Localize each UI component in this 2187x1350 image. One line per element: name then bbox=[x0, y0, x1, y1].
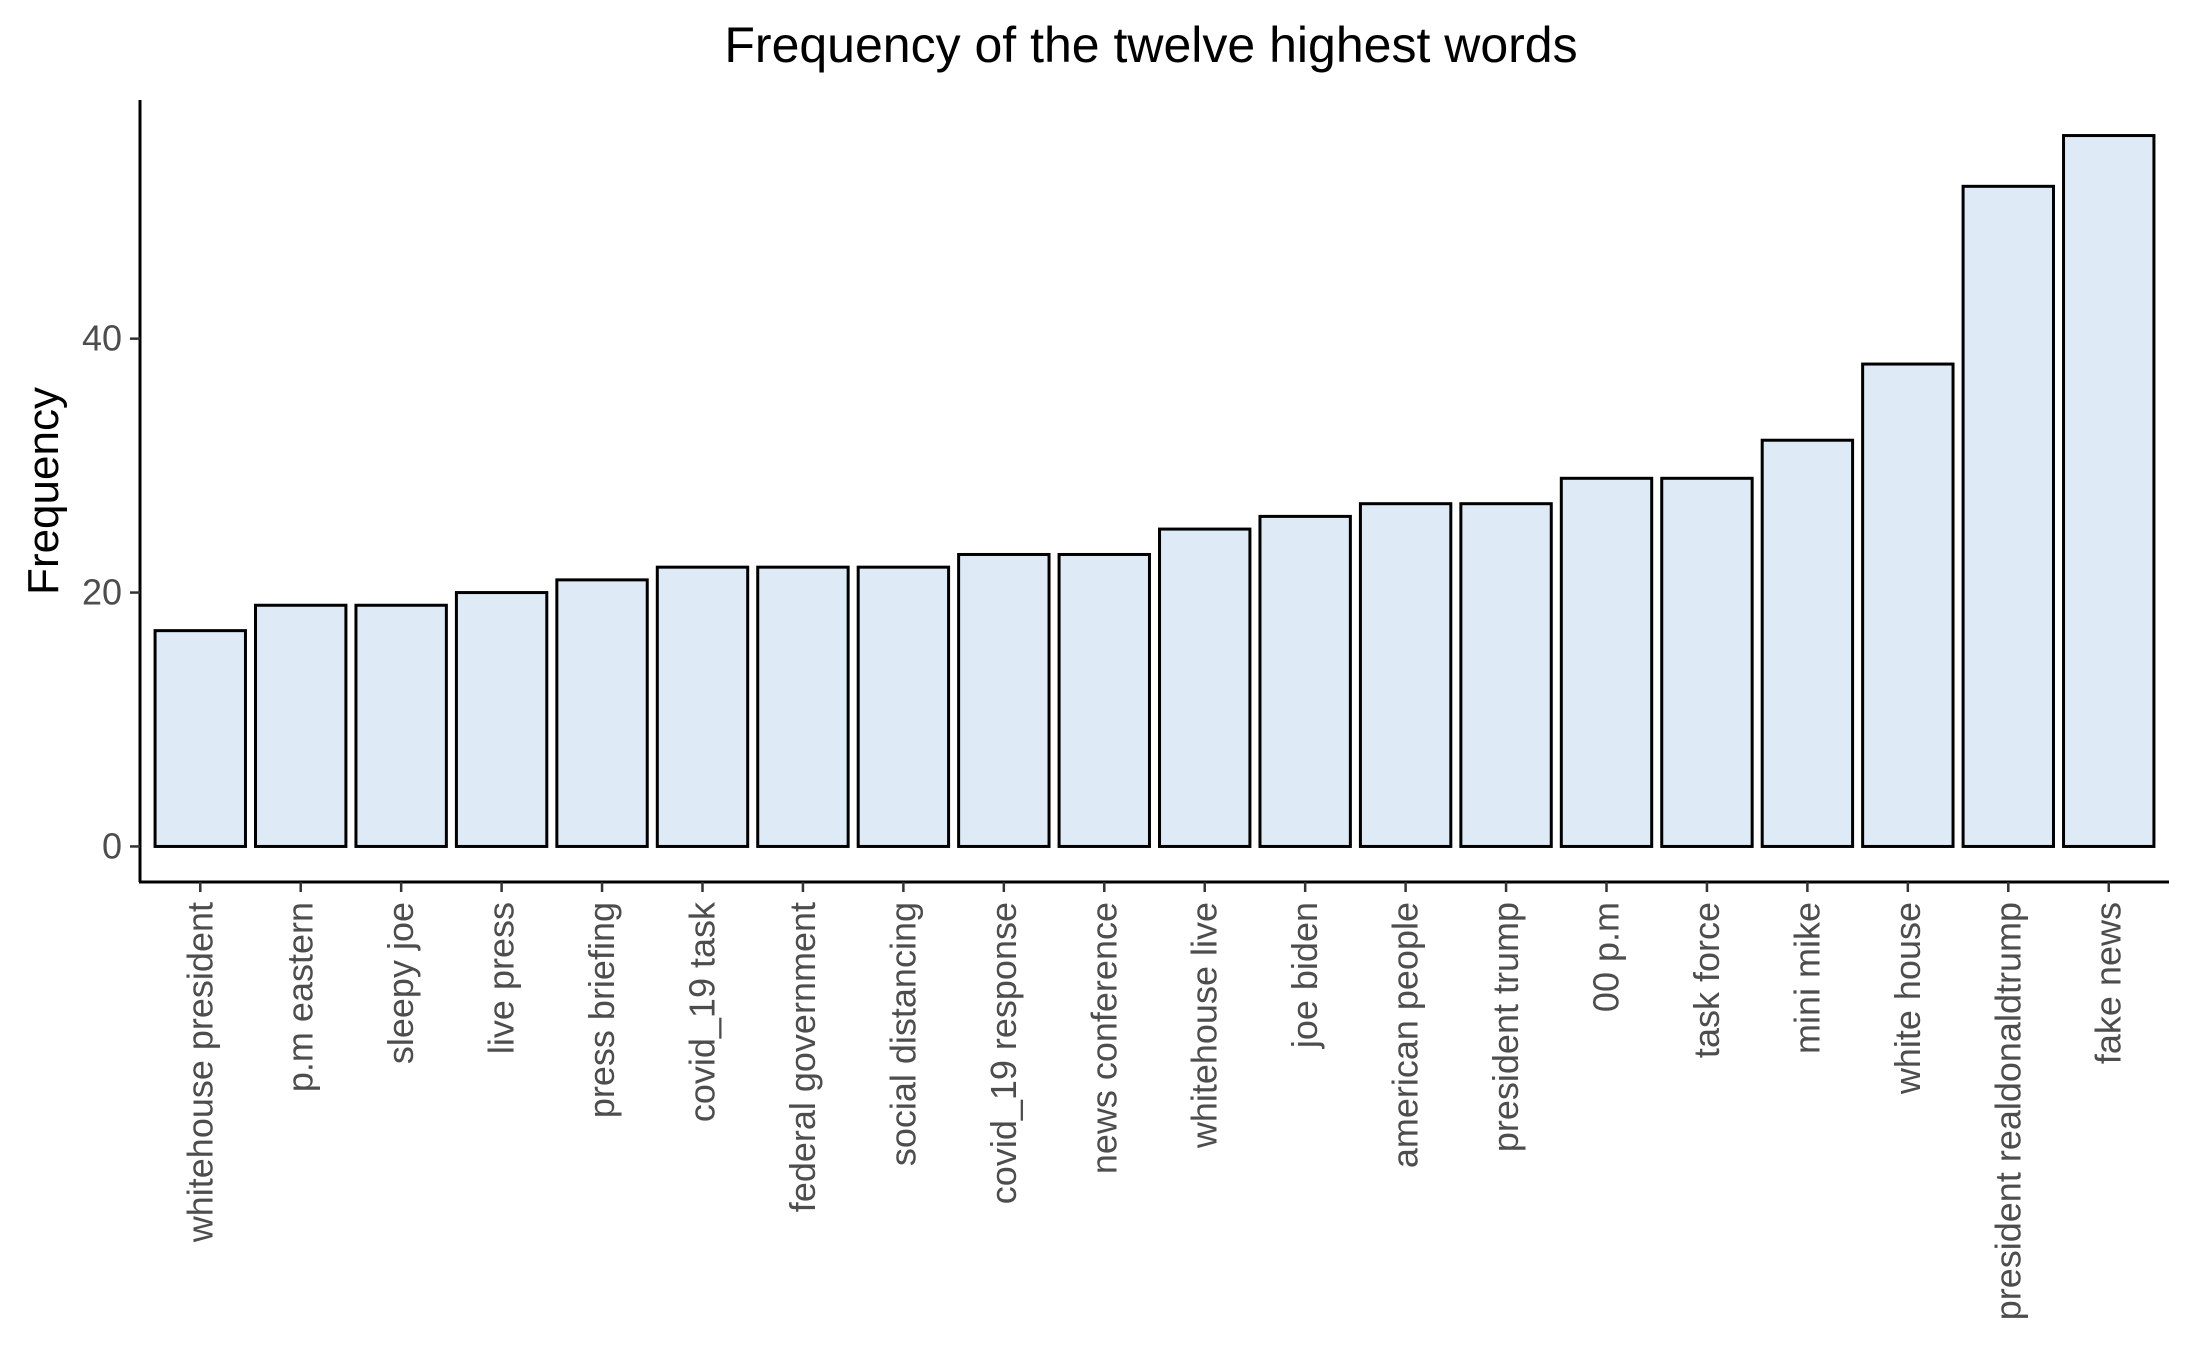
x-ticks-layer: whitehouse president p.m eastern sleepy jo… bbox=[179, 882, 2129, 1320]
bar-social-distancing bbox=[856, 565, 951, 848]
x-tick-label-press-briefing: press briefing bbox=[581, 902, 622, 1118]
bars-layer bbox=[153, 134, 2156, 848]
x-tick-label-news-conference: news conference bbox=[1083, 902, 1124, 1174]
chart-title: Frequency of the twelve highest words bbox=[724, 17, 1577, 73]
bar-president-trump bbox=[1459, 502, 1553, 848]
x-tick-label-joe-biden: joe biden bbox=[1284, 902, 1325, 1049]
y-tick-label-20: 20 bbox=[82, 572, 122, 613]
bar-joe-biden bbox=[1258, 514, 1352, 848]
x-tick-label-whitehouse-live: whitehouse live bbox=[1184, 902, 1225, 1149]
bar-press-briefing bbox=[555, 578, 649, 848]
x-tick-label-mini-mike: mini mike bbox=[1786, 902, 1827, 1054]
x-tick-label-covid-19-response: covid_19 response bbox=[983, 902, 1024, 1204]
bar-p-m-eastern bbox=[254, 603, 348, 848]
bar-president-realdonaldtrump bbox=[1961, 184, 2055, 848]
bar-news-conference bbox=[1057, 552, 1151, 848]
x-tick-label-task-force: task force bbox=[1686, 902, 1727, 1058]
bar-task-force bbox=[1660, 476, 1754, 848]
bar-sleepy-joe bbox=[354, 603, 448, 848]
x-tick-label-white-house: white house bbox=[1887, 902, 1928, 1095]
x-tick-label-whitehouse-president: whitehouse president bbox=[179, 902, 220, 1243]
x-tick-label-fake-news: fake news bbox=[2088, 902, 2129, 1064]
y-ticks-layer: 0 20 40 bbox=[82, 318, 140, 866]
bar-american-people bbox=[1358, 502, 1453, 848]
bar-mini-mike bbox=[1760, 438, 1855, 848]
y-tick-label-40: 40 bbox=[82, 318, 122, 359]
axes-layer bbox=[138, 100, 2169, 884]
bar-covid-19-response bbox=[957, 552, 1051, 848]
bar-live-press bbox=[454, 591, 549, 848]
x-tick-label-covid-19-task: covid_19 task bbox=[681, 901, 722, 1122]
x-tick-label-sleepy-joe: sleepy joe bbox=[380, 902, 421, 1064]
x-tick-label-p-m-eastern: p.m eastern bbox=[280, 902, 321, 1092]
bar-federal-government bbox=[756, 565, 850, 848]
bar-whitehouse-live bbox=[1158, 527, 1252, 848]
x-tick-label-federal-government: federal government bbox=[782, 902, 823, 1212]
bar-white-house bbox=[1861, 362, 1955, 848]
y-tick-label-0: 0 bbox=[102, 825, 122, 866]
bar-00-p-m bbox=[1559, 476, 1654, 848]
x-tick-label-president-trump: president trump bbox=[1485, 902, 1526, 1152]
x-tick-label-social-distancing: social distancing bbox=[882, 902, 923, 1166]
x-tick-label-president-realdonaldtrump: president realdonaldtrump bbox=[1987, 902, 2028, 1320]
bar-covid-19-task bbox=[655, 565, 750, 848]
x-tick-label-american-people: american people bbox=[1385, 902, 1426, 1168]
x-tick-label-00-p-m: 00 p.m bbox=[1586, 902, 1627, 1012]
bar-fake-news bbox=[2062, 134, 2156, 848]
y-axis-title: Frequency bbox=[19, 387, 68, 595]
bar-whitehouse-president bbox=[153, 629, 247, 848]
x-tick-label-live-press: live press bbox=[481, 902, 522, 1054]
